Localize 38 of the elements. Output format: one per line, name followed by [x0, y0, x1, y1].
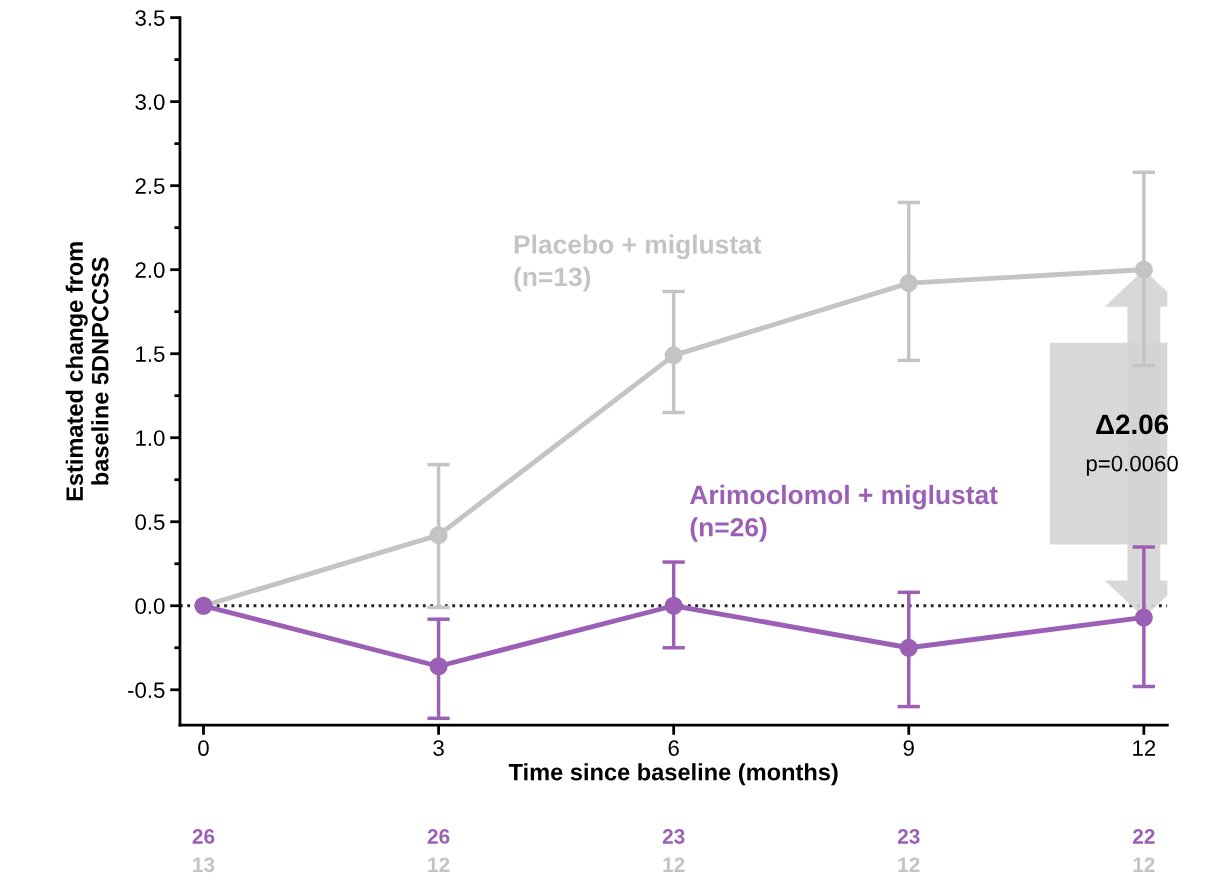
- text: 12: [428, 857, 450, 872]
- text: 12: [1133, 857, 1155, 872]
- text: 12: [663, 857, 685, 872]
- point: [1134, 608, 1153, 627]
- y-tick-label: 3.0: [135, 94, 165, 110]
- point: [429, 657, 448, 676]
- text: 12: [898, 857, 920, 872]
- point: [429, 526, 448, 545]
- y-tick-label: 3.5: [135, 10, 165, 26]
- y-tick-label: 1.5: [136, 346, 165, 362]
- point: [899, 638, 918, 657]
- x-tick-label: 9: [903, 740, 914, 756]
- y-tick-label: 2.0: [135, 262, 165, 278]
- point: [664, 596, 683, 615]
- annotation: Δ2.06: [1096, 414, 1169, 435]
- point: [899, 274, 918, 293]
- point: [1134, 260, 1153, 279]
- text: 26: [427, 829, 450, 844]
- annotation: p=0.0060: [1086, 455, 1178, 476]
- point: [664, 346, 683, 365]
- y-axis-title: Estimated change from baseline 5DNPCCSS: [65, 242, 109, 501]
- series-label: Placebo + miglustat (n=13): [514, 234, 762, 292]
- y-tick-label: 0.5: [135, 514, 165, 531]
- y-tick-label: 2.5: [135, 178, 165, 194]
- text: 26: [192, 829, 215, 844]
- y-tick-label: 0.0: [135, 598, 165, 615]
- x-tick-label: 0: [198, 740, 209, 756]
- x-tick-label: 12: [1133, 740, 1156, 756]
- y-tick-label: 1.0: [136, 430, 165, 446]
- x-tick-label: 6: [668, 740, 679, 756]
- text: 23: [897, 829, 920, 844]
- text: 22: [1132, 829, 1155, 844]
- text: 23: [662, 829, 685, 844]
- text: 13: [193, 857, 215, 873]
- y-tick-label: -0.5: [128, 682, 165, 699]
- x-tick-label: 3: [433, 740, 444, 756]
- x-axis-title: Time since baseline (months): [508, 763, 838, 786]
- text: Arimoclomol + miglustat (n=26): [689, 484, 998, 542]
